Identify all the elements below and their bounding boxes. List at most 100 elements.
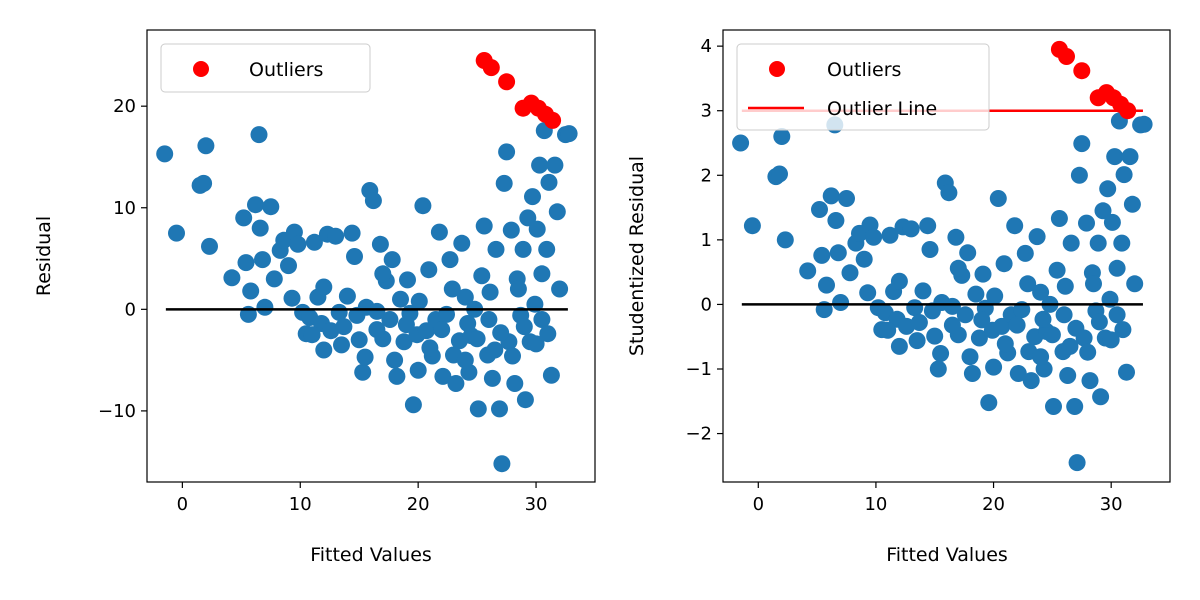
- data-point: [1089, 234, 1107, 252]
- data-point: [1059, 367, 1077, 384]
- data-point: [392, 290, 409, 308]
- studentized-plot-ticks: 0 10 20 30 −2 −1 0 1 2 3 4: [685, 36, 1122, 515]
- data-point: [1056, 277, 1074, 295]
- data-point: [1099, 180, 1117, 198]
- data-point: [1079, 343, 1097, 361]
- data-point: [498, 143, 516, 161]
- data-point: [447, 375, 465, 392]
- data-point: [914, 282, 932, 300]
- data-point: [1055, 306, 1073, 324]
- data-point: [280, 257, 297, 275]
- data-point: [1032, 348, 1050, 366]
- data-point: [475, 217, 493, 235]
- data-point: [827, 212, 845, 229]
- data-point: [1016, 244, 1034, 262]
- data-point: [1092, 388, 1110, 406]
- data-point: [533, 311, 551, 328]
- data-point: [388, 367, 406, 385]
- data-point: [919, 217, 937, 235]
- legend-outliers-marker: [193, 61, 209, 77]
- data-point: [1081, 372, 1099, 390]
- data-point: [859, 284, 877, 302]
- data-point: [1123, 195, 1141, 213]
- data-point: [486, 341, 504, 359]
- data-point: [265, 270, 283, 288]
- data-point: [1008, 316, 1026, 334]
- data-point: [262, 198, 280, 216]
- y-tick-label: 20: [113, 96, 136, 117]
- data-point: [515, 318, 533, 336]
- data-point: [773, 128, 791, 145]
- data-point: [799, 262, 817, 280]
- data-point: [986, 287, 1004, 305]
- data-point: [949, 259, 967, 277]
- data-point: [1121, 148, 1139, 166]
- legend-outliers-label: Outliers: [827, 59, 901, 81]
- data-point: [959, 244, 977, 262]
- studentized-residual-plot: 0 10 20 30 −2 −1 0 1 2 3 4 Fitted Values Studentiz…: [626, 29, 1171, 566]
- data-point: [409, 361, 427, 379]
- data-point: [855, 250, 873, 268]
- data-point: [531, 156, 549, 174]
- data-point: [1067, 319, 1085, 337]
- data-point: [538, 240, 556, 258]
- residual-plot: 0 10 20 30 −10 0 10 20 Fitted Values Residual O…: [33, 29, 596, 566]
- data-point: [495, 174, 513, 192]
- data-point: [303, 326, 321, 344]
- data-point: [397, 316, 415, 334]
- data-point: [368, 321, 386, 339]
- data-point: [443, 280, 461, 298]
- data-point: [967, 285, 985, 303]
- y-tick-label: 4: [701, 36, 712, 57]
- data-point: [371, 235, 389, 253]
- data-point: [926, 327, 944, 345]
- residual-plot-ylabel: Residual: [33, 216, 55, 296]
- data-point: [1070, 166, 1088, 184]
- legend-outliers-label: Outliers: [249, 59, 323, 81]
- data-point: [1034, 310, 1052, 328]
- data-point: [551, 280, 569, 298]
- data-point: [197, 137, 215, 155]
- data-point: [1090, 313, 1108, 331]
- data-point: [908, 332, 926, 350]
- data-point: [168, 224, 185, 242]
- data-point: [1115, 166, 1133, 184]
- data-point: [156, 145, 174, 163]
- data-point: [354, 363, 372, 381]
- data-point: [506, 375, 524, 392]
- x-tick-label: 10: [289, 494, 312, 515]
- outlier-point: [482, 59, 500, 77]
- outlier-point: [544, 111, 562, 129]
- data-point: [1061, 337, 1079, 355]
- data-point: [527, 335, 545, 353]
- data-point: [1085, 275, 1102, 293]
- data-point: [468, 330, 486, 348]
- data-point: [1106, 148, 1124, 166]
- data-point: [433, 321, 451, 339]
- data-point: [491, 400, 508, 418]
- data-point: [528, 220, 546, 238]
- data-point: [421, 339, 439, 357]
- data-point: [1022, 372, 1040, 390]
- data-point: [315, 278, 333, 296]
- data-point: [383, 251, 401, 269]
- outlier-point: [1073, 62, 1091, 80]
- data-point: [247, 196, 264, 214]
- data-point: [305, 233, 323, 251]
- outlier-point: [1058, 48, 1075, 65]
- data-point: [356, 348, 374, 366]
- data-point: [743, 217, 761, 235]
- y-tick-label: −2: [685, 424, 712, 445]
- data-point: [973, 311, 991, 329]
- data-point: [327, 227, 345, 245]
- data-point: [333, 336, 350, 354]
- data-point: [237, 254, 255, 272]
- data-point: [829, 244, 847, 262]
- data-point: [732, 134, 750, 152]
- studentized-plot-xlabel: Fitted Values: [886, 544, 1008, 566]
- data-point: [1102, 331, 1120, 349]
- data-point: [1006, 217, 1024, 235]
- studentized-plot-legend: Outliers Outlier Line: [736, 43, 990, 131]
- data-point: [898, 317, 915, 335]
- data-point: [956, 306, 974, 324]
